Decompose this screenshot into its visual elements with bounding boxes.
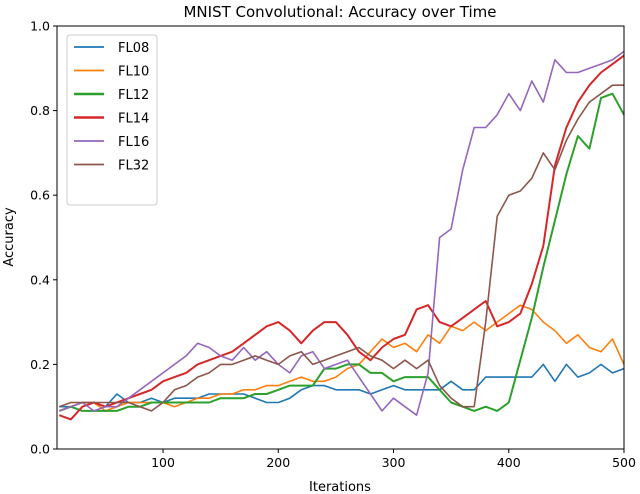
legend-label-fl16: FL16: [118, 135, 149, 150]
y-tick-label: 0.0: [30, 442, 50, 457]
legend-label-fl10: FL10: [118, 65, 149, 80]
x-axis-ticks: 100 200 300 400 500: [151, 449, 636, 470]
y-axis-label: Accuracy: [2, 207, 17, 267]
plot-lines: [58, 50, 625, 421]
legend-label-fl12: FL12: [118, 88, 149, 103]
legend-label-fl32: FL32: [118, 159, 149, 174]
y-tick-label: 1.0: [30, 19, 50, 34]
y-tick-label: 0.6: [30, 188, 50, 203]
y-tick-label: 0.2: [30, 357, 50, 372]
legend-label-fl08: FL08: [118, 41, 149, 56]
series-line-fl08: [59, 363, 625, 408]
legend-label-fl14: FL14: [118, 112, 149, 127]
plot-frame: [56, 25, 625, 450]
series-line-fl10: [59, 304, 625, 412]
x-tick-label: 100: [151, 455, 175, 470]
series-line-fl16: [59, 50, 625, 417]
series-line-fl32: [59, 84, 624, 412]
y-tick-label: 0.4: [30, 272, 50, 287]
x-axis-label: Iterations: [309, 480, 371, 494]
legend: FL08 FL10 FL12 FL14 FL16 FL32: [66, 34, 158, 206]
legend-box: [66, 34, 158, 206]
series-line-fl14: [58, 54, 625, 421]
x-tick-label: 400: [497, 455, 521, 470]
x-tick-label: 500: [612, 455, 636, 470]
x-tick-label: 200: [266, 455, 290, 470]
chart-title: MNIST Convolutional: Accuracy over Time: [183, 3, 496, 21]
y-tick-label: 0.8: [30, 103, 50, 118]
y-axis-ticks: 0.0 0.2 0.4 0.6 0.8 1.0: [30, 19, 57, 457]
series-line-fl12: [58, 92, 625, 412]
x-tick-label: 300: [382, 455, 406, 470]
